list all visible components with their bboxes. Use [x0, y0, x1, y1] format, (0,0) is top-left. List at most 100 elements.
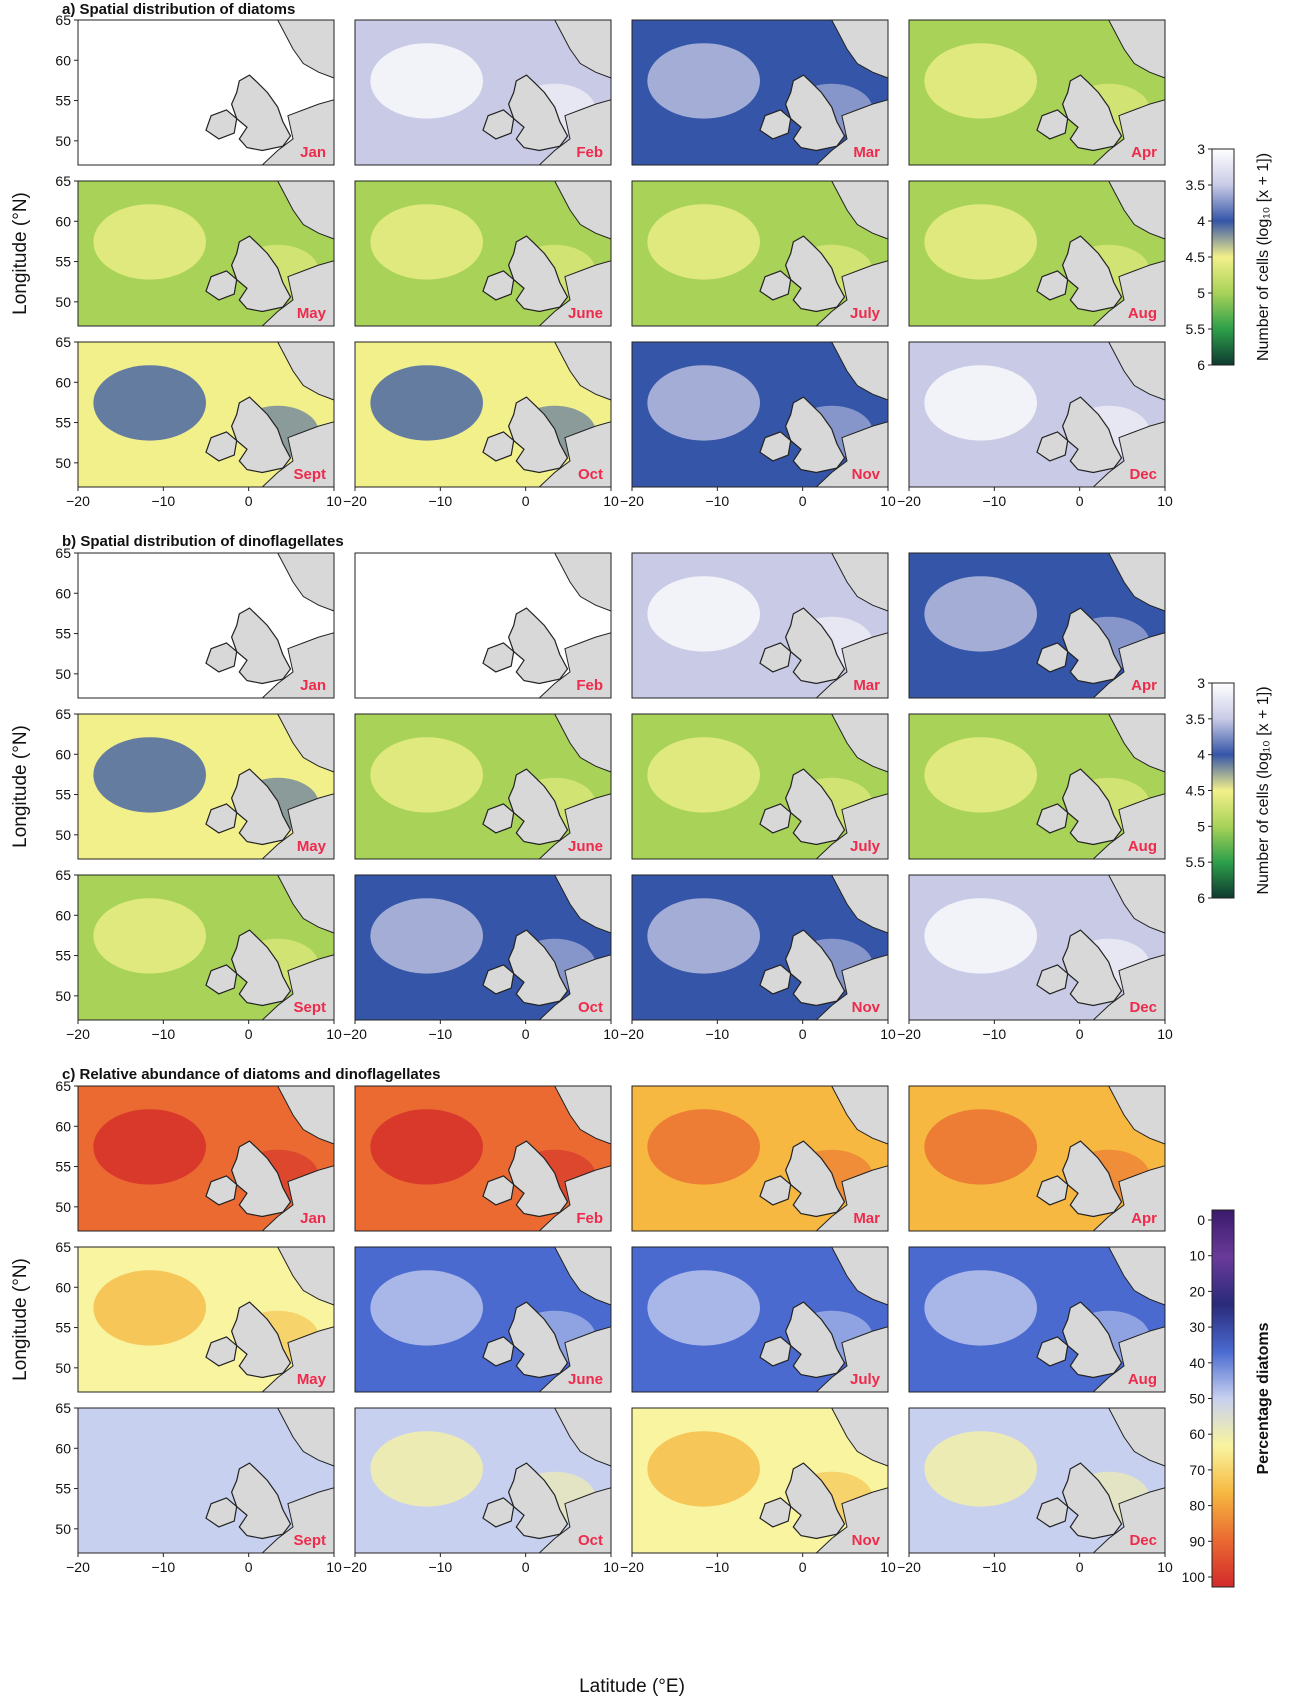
month-label: July — [850, 1371, 881, 1388]
map-a-may: May 65 60 55 50 — [55, 173, 335, 327]
map-frame — [908, 552, 1166, 699]
panel-title-b: b) Spatial distribution of dinoflagellat… — [62, 533, 344, 550]
month-label: Apr — [1131, 677, 1157, 694]
y-tick-label: 55 — [55, 626, 71, 642]
month-label: Mar — [853, 677, 880, 694]
map-field-patch — [647, 898, 760, 974]
land-ireland — [482, 1175, 515, 1206]
land-ireland — [482, 964, 515, 995]
land-great-britain — [784, 1462, 846, 1540]
map-field-patch — [924, 1431, 1037, 1507]
land-ireland — [759, 1336, 792, 1367]
y-tick-label: 60 — [55, 907, 71, 923]
x-tick-label: 10 — [603, 1026, 619, 1042]
map-a-jan: Jan 65 60 55 50 — [55, 12, 335, 166]
x-tick-label: 0 — [245, 1559, 253, 1575]
land-great-britain — [1061, 929, 1123, 1007]
y-tick-label: 60 — [55, 213, 71, 229]
colorbar-tick-label: 20 — [1189, 1283, 1205, 1299]
land-ireland — [1036, 1497, 1069, 1528]
x-tick-label: −20 — [343, 1026, 367, 1042]
map-b-nov: Nov −20 −10 0 10 — [620, 874, 896, 1042]
land-ireland — [759, 1497, 792, 1528]
land-great-britain — [507, 396, 569, 474]
map-frame — [77, 874, 335, 1021]
colorbar-tick-label: 3 — [1197, 141, 1205, 157]
colorbar-tick-label: 70 — [1189, 1462, 1205, 1478]
land-ireland — [1036, 1175, 1069, 1206]
x-tick-label: −20 — [897, 1026, 921, 1042]
x-tick-label: −10 — [982, 1026, 1006, 1042]
map-frame — [77, 341, 335, 488]
land-great-britain — [230, 396, 292, 474]
map-field-patch — [370, 898, 483, 974]
map-a-nov: Nov −20 −10 0 10 — [620, 341, 896, 509]
land-ireland — [205, 1497, 238, 1528]
land-ireland — [205, 964, 238, 995]
map-frame — [77, 19, 335, 166]
colorbar-tick-label: 5.5 — [1186, 854, 1206, 870]
land-ireland — [759, 803, 792, 834]
map-field-patch — [370, 365, 483, 441]
land-ireland — [1036, 270, 1069, 301]
colorbar-c: 0 10 20 30 40 50 60 70 80 90 100 Percentage diatoms — [1182, 1209, 1272, 1588]
y-tick-label: 65 — [55, 12, 71, 28]
colorbar-tick-label: 4.5 — [1186, 783, 1206, 799]
x-tick-label: −20 — [620, 1026, 644, 1042]
y-tick-label: 60 — [55, 585, 71, 601]
x-tick-label: −10 — [428, 1559, 452, 1575]
map-c-apr: Apr — [908, 1085, 1166, 1232]
land-great-britain — [507, 74, 569, 152]
colorbar-tick-label: 5 — [1197, 818, 1205, 834]
land-great-britain — [784, 74, 846, 152]
map-frame — [354, 874, 612, 1021]
map-field-patch — [647, 204, 760, 280]
x-tick-label: 0 — [1076, 493, 1084, 509]
land-ireland — [1036, 1336, 1069, 1367]
map-field-patch — [924, 365, 1037, 441]
map-frame — [631, 180, 889, 327]
map-frame — [77, 552, 335, 699]
colorbar-tick-label: 6 — [1197, 357, 1205, 373]
map-a-sept: Sept 65 60 55 50 −20 −10 0 10 — [55, 334, 342, 509]
map-field-patch — [370, 1109, 483, 1185]
map-c-oct: Oct −20 −10 0 10 — [343, 1407, 619, 1575]
y-tick-label: 50 — [55, 1521, 71, 1537]
map-field-patch — [370, 1270, 483, 1346]
map-a-oct: Oct −20 −10 0 10 — [343, 341, 619, 509]
land-great-britain — [784, 1301, 846, 1379]
y-tick-label: 65 — [55, 1078, 71, 1094]
map-c-feb: Feb — [354, 1085, 612, 1232]
x-tick-label: −20 — [343, 493, 367, 509]
land-great-britain — [230, 235, 292, 313]
land-ireland — [1036, 642, 1069, 673]
map-frame — [354, 180, 612, 327]
x-tick-label: −20 — [897, 493, 921, 509]
land-great-britain — [230, 1140, 292, 1218]
x-tick-label: 10 — [326, 1026, 342, 1042]
y-tick-label: 50 — [55, 666, 71, 682]
map-field-patch — [647, 737, 760, 813]
map-field-patch — [370, 43, 483, 119]
land-great-britain — [507, 235, 569, 313]
map-a-july: July — [631, 180, 889, 327]
map-frame — [908, 19, 1166, 166]
map-field-patch — [647, 365, 760, 441]
colorbar-tick-label: 10 — [1189, 1248, 1205, 1264]
month-label: Oct — [578, 1532, 603, 1549]
x-axis-label: Latitude (°E) — [579, 1676, 685, 1697]
x-tick-label: 0 — [1076, 1026, 1084, 1042]
x-tick-label: 0 — [799, 1026, 807, 1042]
map-field-patch — [924, 576, 1037, 652]
land-great-britain — [1061, 768, 1123, 846]
land-ireland — [1036, 431, 1069, 462]
month-label: Aug — [1128, 1371, 1157, 1388]
map-c-nov: Nov −20 −10 0 10 — [620, 1407, 896, 1575]
x-tick-label: −20 — [66, 1026, 90, 1042]
land-ireland — [482, 109, 515, 140]
map-field-patch — [647, 43, 760, 119]
month-label: Aug — [1128, 305, 1157, 322]
map-field-patch — [93, 1431, 206, 1507]
map-b-mar: Mar — [631, 552, 889, 699]
land-ireland — [205, 1336, 238, 1367]
